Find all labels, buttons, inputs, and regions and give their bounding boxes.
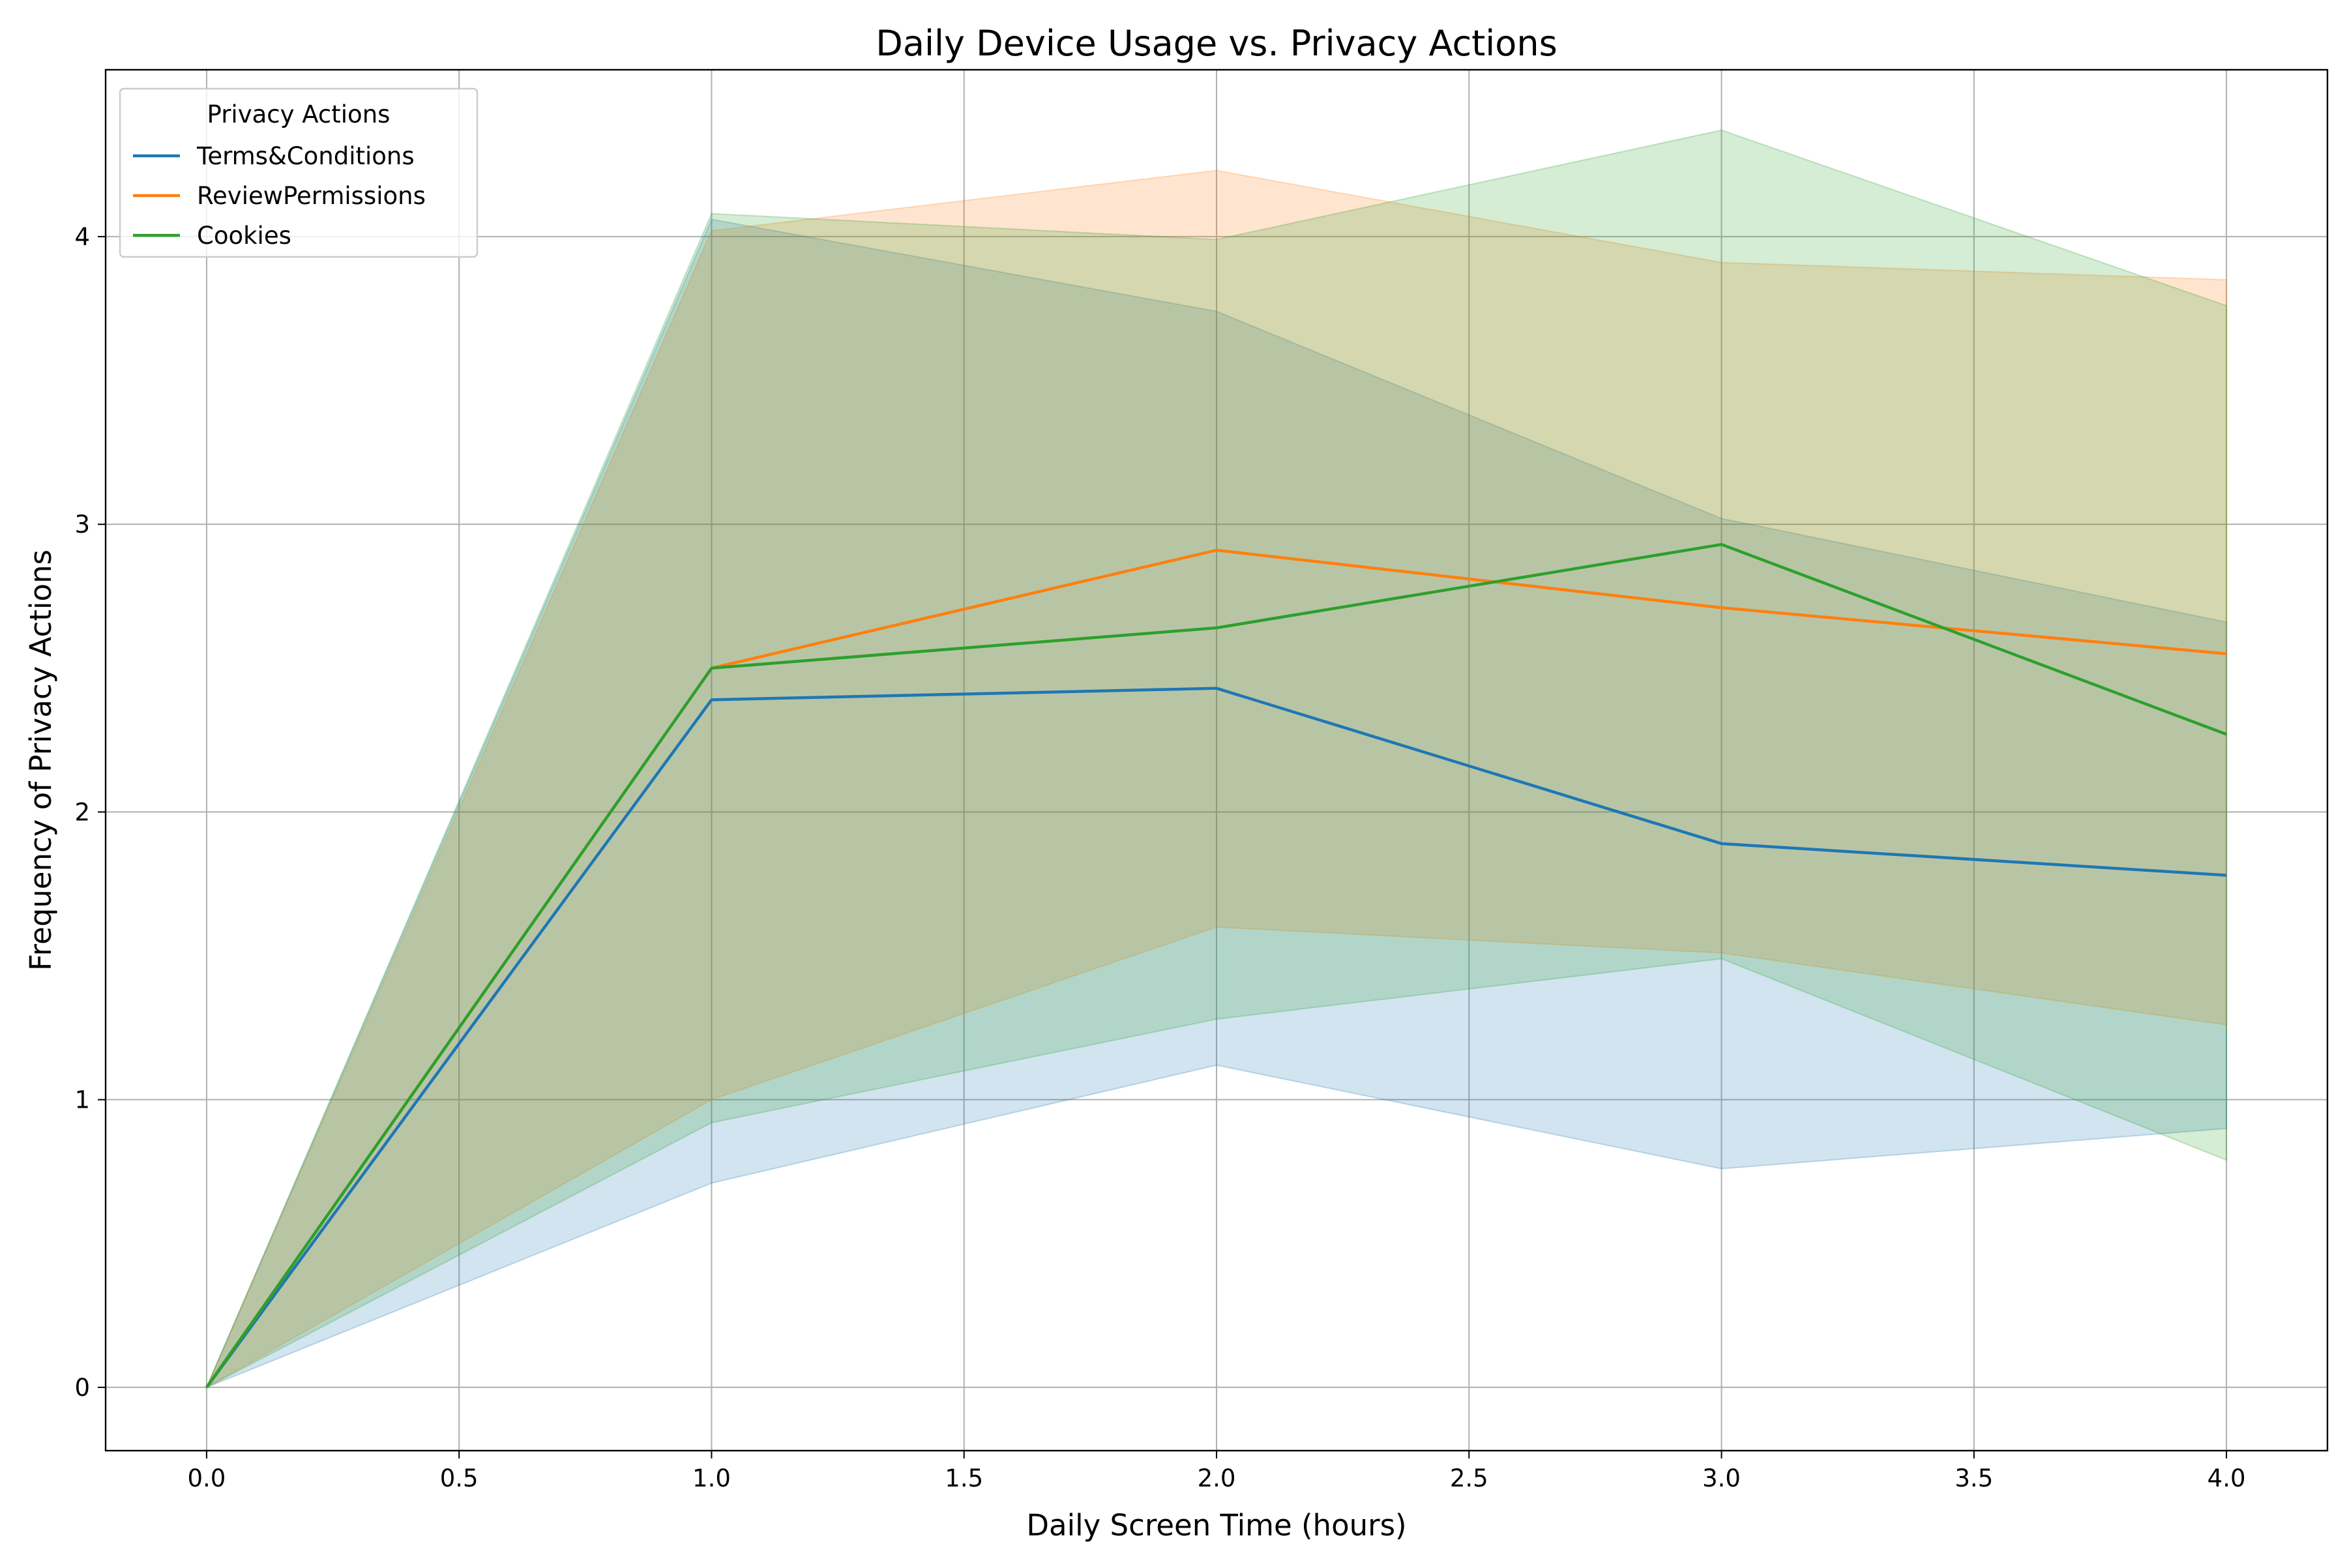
x-tick-label-5: 2.5 bbox=[1450, 1464, 1488, 1492]
y-axis-label: Frequency of Privacy Actions bbox=[23, 550, 58, 971]
x-axis-label: Daily Screen Time (hours) bbox=[1026, 1508, 1406, 1543]
y-tick-label-2: 2 bbox=[74, 798, 90, 826]
legend-box bbox=[119, 87, 479, 258]
x-tick-label-6: 3.0 bbox=[1702, 1464, 1741, 1492]
legend-items: Terms&Conditions ReviewPermissions Cookies bbox=[133, 142, 426, 250]
x-tick-label-1: 0.5 bbox=[440, 1464, 479, 1492]
legend-label-0: Terms&Conditions bbox=[196, 142, 415, 170]
y-tick-label-0: 0 bbox=[74, 1374, 90, 1402]
x-tick-label-2: 1.0 bbox=[692, 1464, 731, 1492]
x-tick-label-7: 3.5 bbox=[1955, 1464, 1993, 1492]
series-lines bbox=[205, 542, 2227, 1389]
legend-label-1: ReviewPermissions bbox=[197, 182, 426, 210]
series-line-0 bbox=[205, 687, 2227, 1389]
chart-title: Daily Device Usage vs. Privacy Actions bbox=[876, 23, 1557, 64]
legend-title: Privacy Actions bbox=[207, 100, 391, 128]
legend-label-2: Cookies bbox=[197, 222, 291, 250]
x-tick-label-0: 0.0 bbox=[187, 1464, 226, 1492]
legend: Privacy Actions Terms&Conditions ReviewPe… bbox=[119, 87, 479, 258]
y-tick-label-4: 4 bbox=[74, 223, 90, 251]
y-tick-label-1: 1 bbox=[74, 1086, 90, 1114]
axis-ticks: 0.0 0.5 1.0 1.5 2.0 2.5 3.0 3.5 4.0 0 1 2 3 4 bbox=[74, 223, 2245, 1492]
x-tick-label-8: 4.0 bbox=[2207, 1464, 2246, 1492]
series-line-2 bbox=[205, 542, 2227, 1389]
x-tick-label-4: 2.0 bbox=[1198, 1464, 1236, 1492]
grid bbox=[106, 70, 2327, 1451]
y-tick-label-3: 3 bbox=[74, 510, 90, 539]
confidence-bands bbox=[205, 129, 2228, 1389]
x-tick-label-3: 1.5 bbox=[945, 1464, 983, 1492]
